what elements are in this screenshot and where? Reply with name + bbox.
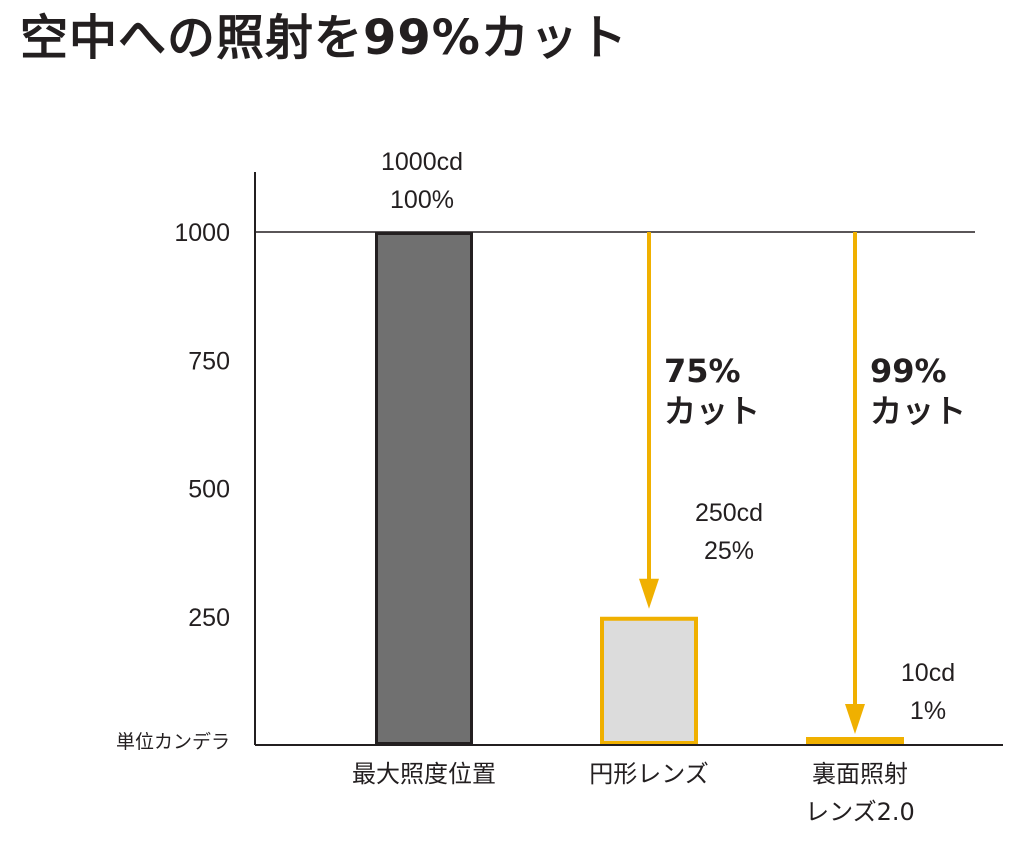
data-label: 100% [390, 186, 454, 214]
cut-annotation-text: 75% [664, 352, 741, 390]
cut-arrow-head [845, 704, 865, 734]
bar [806, 737, 904, 745]
y-tick-label: 500 [188, 476, 230, 504]
data-label: 25% [704, 537, 754, 565]
data-label: 250cd [695, 499, 763, 527]
x-category-label: レンズ2.0 [805, 798, 915, 826]
cut-annotation-text: 99% [870, 352, 947, 390]
data-label: 10cd [901, 659, 955, 687]
bar [375, 232, 473, 745]
y-tick-label: 250 [188, 604, 230, 632]
x-category-label: 円形レンズ [589, 760, 709, 788]
x-category-label: 裏面照射 [812, 760, 908, 788]
bar [600, 616, 698, 745]
data-label: 1% [910, 697, 946, 725]
data-label: 1000cd [381, 148, 463, 176]
cut-annotation-text: カット [870, 392, 966, 430]
unit-label: 単位カンデラ [116, 731, 230, 753]
cut-arrow-head [639, 578, 659, 609]
cut-annotation-text: カット [664, 392, 760, 430]
y-tick-label: 750 [188, 347, 230, 375]
y-tick-label: 1000 [174, 219, 230, 247]
chart-title: 空中への照射を99%カット [20, 10, 628, 66]
x-category-label: 最大照度位置 [352, 760, 496, 788]
